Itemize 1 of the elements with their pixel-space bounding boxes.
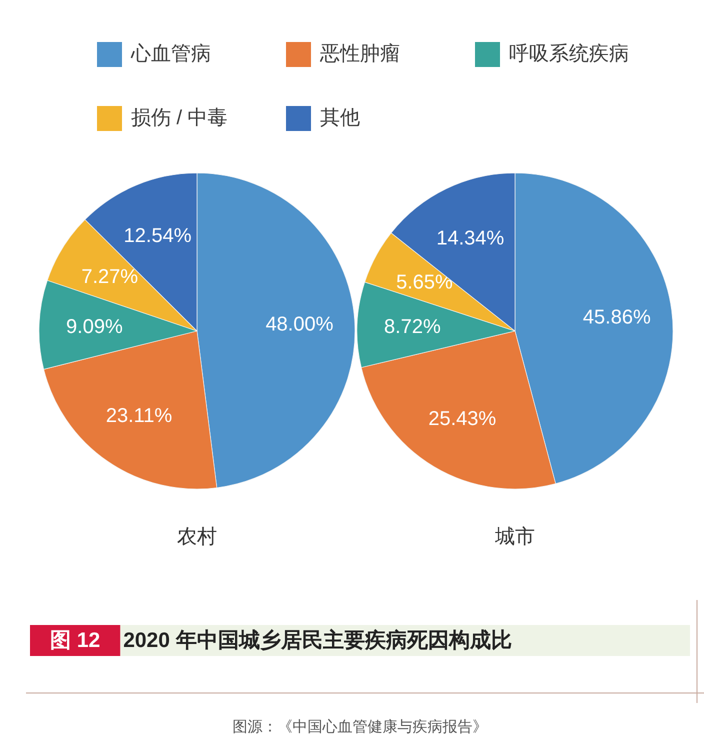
caption: 2020 年中国城乡居民主要疾病死因构成比 [123,629,512,652]
